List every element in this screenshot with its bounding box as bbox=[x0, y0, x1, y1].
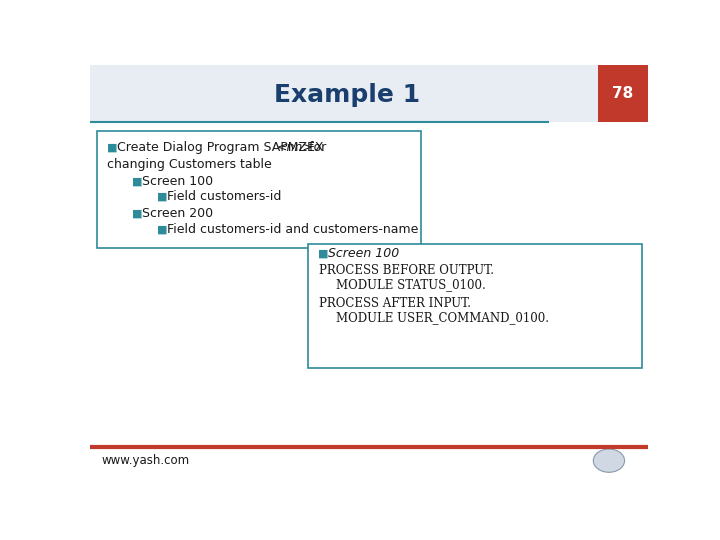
Text: MODULE USER_COMMAND_0100.: MODULE USER_COMMAND_0100. bbox=[336, 310, 549, 323]
Text: for: for bbox=[305, 141, 327, 154]
FancyBboxPatch shape bbox=[97, 131, 421, 248]
Text: Field customers-id and customers-name: Field customers-id and customers-name bbox=[167, 224, 418, 237]
Text: 78: 78 bbox=[612, 86, 634, 102]
Text: MODULE STATUS_0100.: MODULE STATUS_0100. bbox=[336, 278, 485, 291]
Text: Screen 200: Screen 200 bbox=[142, 207, 213, 220]
Text: Screen 100: Screen 100 bbox=[142, 175, 213, 188]
Text: Example 1: Example 1 bbox=[274, 83, 420, 107]
FancyBboxPatch shape bbox=[90, 65, 648, 122]
Text: PROCESS BEFORE OUTPUT.: PROCESS BEFORE OUTPUT. bbox=[319, 264, 494, 277]
FancyBboxPatch shape bbox=[307, 244, 642, 368]
Text: changing Customers table: changing Customers table bbox=[107, 158, 271, 171]
Circle shape bbox=[593, 449, 624, 472]
Text: ■: ■ bbox=[107, 143, 117, 153]
FancyBboxPatch shape bbox=[598, 65, 648, 122]
Text: Field customers-id: Field customers-id bbox=[167, 190, 282, 203]
Text: ■: ■ bbox=[157, 225, 168, 235]
Text: ■: ■ bbox=[132, 208, 143, 218]
Text: www.yash.com: www.yash.com bbox=[101, 454, 189, 467]
Text: ■: ■ bbox=[132, 176, 143, 186]
Text: Create Dialog Program SAPMZEX: Create Dialog Program SAPMZEX bbox=[117, 141, 323, 154]
Text: PROCESS AFTER INPUT.: PROCESS AFTER INPUT. bbox=[319, 298, 471, 310]
Text: ■: ■ bbox=[157, 192, 168, 201]
Text: <nn>: <nn> bbox=[276, 141, 314, 154]
Text: Screen 100: Screen 100 bbox=[328, 247, 399, 260]
Text: ■: ■ bbox=[318, 249, 328, 259]
